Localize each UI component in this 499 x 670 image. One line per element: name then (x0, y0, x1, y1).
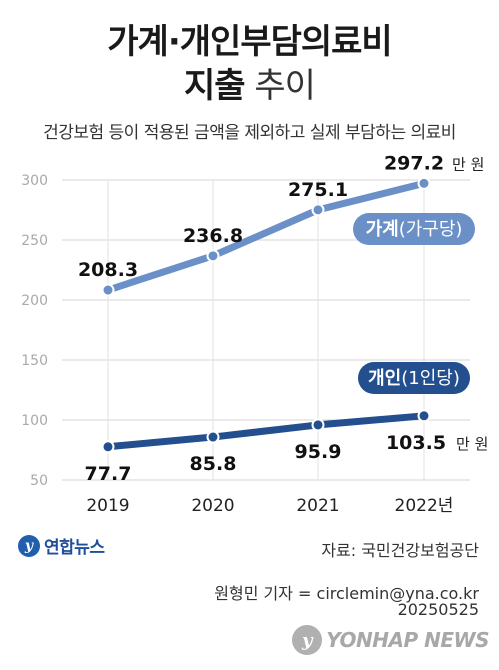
series-badge-individual-text: 개인(1인당) (368, 368, 460, 389)
date-text: 20250525 (397, 600, 479, 619)
data-label: 208.3 (78, 259, 138, 281)
logo-text: 연합뉴스 (44, 538, 105, 558)
data-label: 275.1 (288, 179, 348, 201)
data-point (311, 203, 325, 217)
title-bold: 지출 (184, 66, 246, 106)
series-line-0 (104, 179, 428, 294)
series-name: 개인 (368, 368, 401, 389)
data-label: 85.8 (190, 453, 237, 475)
yonhap-logo: y 연합뉴스 (18, 533, 105, 558)
unit-label: 만 원 (456, 435, 488, 453)
data-point (417, 409, 431, 423)
page-title-line2: 지출 추이 (0, 58, 499, 107)
series-line-1 (104, 412, 428, 451)
series-badge-household-bg (353, 213, 475, 245)
y-tick-label: 200 (21, 293, 48, 309)
watermark-text: YONHAP NEWS (326, 628, 489, 652)
data-point (206, 430, 220, 444)
x-tick-label: 2021 (296, 496, 339, 516)
x-tick-label: 2022년 (395, 496, 454, 516)
reporter-text: 원형민 기자 = circlemin@yna.co.kr (214, 584, 479, 603)
yonhap-news-watermark: y YONHAP NEWS (292, 625, 489, 655)
data-point (101, 283, 115, 297)
series-name: 가계 (366, 219, 399, 240)
y-tick-label: 300 (21, 173, 48, 189)
subtitle: 건강보험 등이 적용된 금액을 제외하고 실제 부담하는 의료비 (43, 123, 456, 143)
page-title: 가계·개인부담의료비 (107, 22, 392, 62)
yonhap-logo-icon: y (18, 534, 40, 557)
data-point (206, 249, 220, 263)
data-point (311, 418, 325, 432)
y-tick-label: 250 (21, 233, 48, 249)
y-tick-label: 100 (21, 413, 48, 429)
unit-label: 만 원 (452, 155, 484, 173)
y-tick-label: 150 (21, 353, 48, 369)
series-name-suffix: (1인당) (401, 368, 460, 389)
y-tick-label: 50 (30, 473, 48, 489)
data-point (101, 440, 115, 454)
data-label: 236.8 (183, 225, 243, 247)
series-badge-household-text: 가계(가구당) (366, 219, 463, 240)
title-light: 추이 (244, 66, 316, 106)
data-point (417, 176, 431, 190)
series-name-suffix: (가구당) (399, 219, 463, 240)
x-tick-label: 2020 (191, 496, 234, 516)
data-label: 77.7 (85, 463, 132, 485)
data-label: 103.5 (386, 432, 446, 454)
source-text: 자료: 국민건강보험공단 (321, 541, 479, 560)
data-label: 297.2 (384, 152, 444, 174)
watermark-icon: y (292, 625, 323, 655)
x-tick-label: 2019 (86, 496, 129, 516)
series-badge-individual-bg (358, 362, 470, 394)
data-label: 95.9 (295, 441, 342, 463)
